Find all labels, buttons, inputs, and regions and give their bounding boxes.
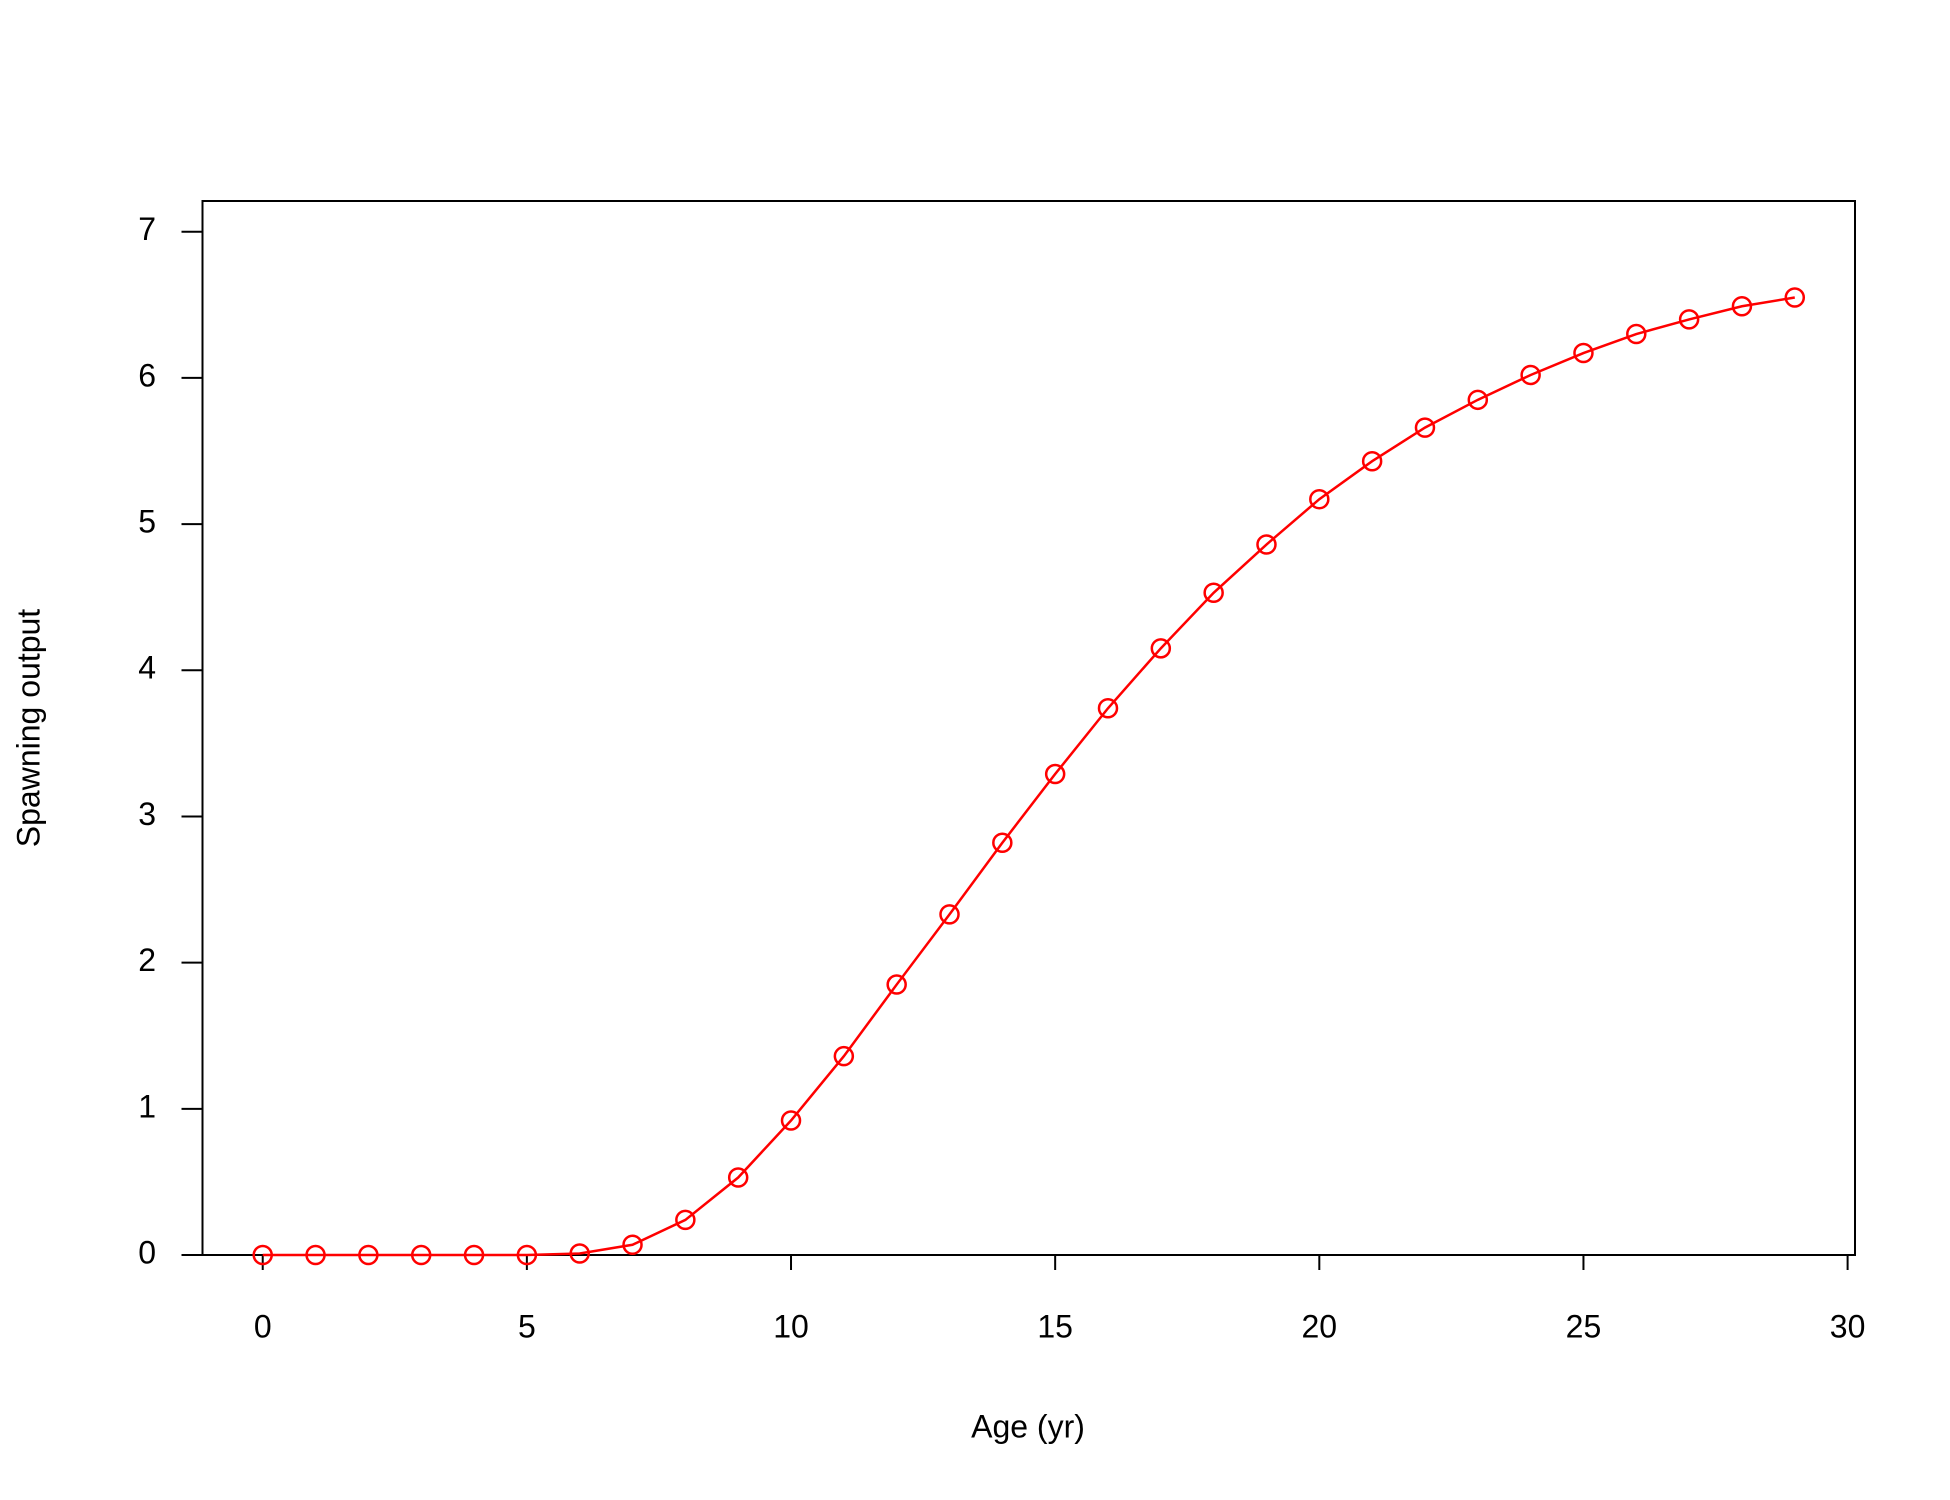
data-point: [1309, 488, 1330, 510]
data-point: [886, 974, 907, 995]
data-point: [675, 1209, 696, 1231]
data-point: [1044, 763, 1066, 785]
y-tick-label: 4: [138, 650, 156, 686]
data-point: [410, 1244, 432, 1266]
y-tick-label: 2: [138, 942, 156, 978]
data-point: [727, 1167, 749, 1188]
y-tick-label: 7: [138, 211, 156, 247]
data-point: [1784, 287, 1806, 308]
x-tick-label: 30: [1830, 1308, 1866, 1344]
x-tick-label: 5: [518, 1308, 536, 1344]
data-line: [262, 296, 1795, 1257]
data-point: [1414, 417, 1436, 438]
x-tick-label: 15: [1037, 1308, 1073, 1344]
y-axis-title: Spawning output: [10, 609, 46, 848]
data-point: [463, 1244, 485, 1266]
data-point: [1731, 296, 1753, 317]
x-tick-label: 0: [254, 1308, 272, 1344]
data-point: [305, 1244, 326, 1266]
data-point: [1097, 698, 1119, 719]
data-point: [358, 1244, 379, 1266]
x-tick-label: 20: [1302, 1308, 1338, 1344]
data-point: [833, 1045, 855, 1067]
data-point: [516, 1244, 538, 1266]
data-point: [1520, 364, 1541, 386]
data-point: [1150, 638, 1172, 659]
y-tick-label: 1: [138, 1088, 156, 1124]
data-point: [1256, 534, 1277, 555]
y-tick-label: 6: [138, 357, 156, 393]
data-point: [569, 1243, 590, 1264]
data-point: [1203, 582, 1224, 604]
data-point: [622, 1234, 643, 1256]
x-axis-title: Age (yr): [971, 1408, 1085, 1444]
plot-box: [201, 200, 1856, 1256]
data-point: [1467, 389, 1489, 411]
x-tick-label: 10: [773, 1308, 809, 1344]
data-point: [1573, 342, 1594, 364]
data-point: [1678, 309, 1700, 330]
data-point: [780, 1110, 802, 1131]
y-tick-label: 5: [138, 504, 156, 540]
data-point: [1361, 450, 1383, 472]
y-tick-label: 0: [138, 1234, 156, 1270]
data-point: [939, 904, 960, 925]
data-point: [992, 832, 1013, 854]
data-point: [252, 1244, 273, 1266]
y-tick-label: 3: [138, 796, 156, 832]
data-point: [1626, 323, 1647, 345]
x-tick-label: 25: [1566, 1308, 1602, 1344]
